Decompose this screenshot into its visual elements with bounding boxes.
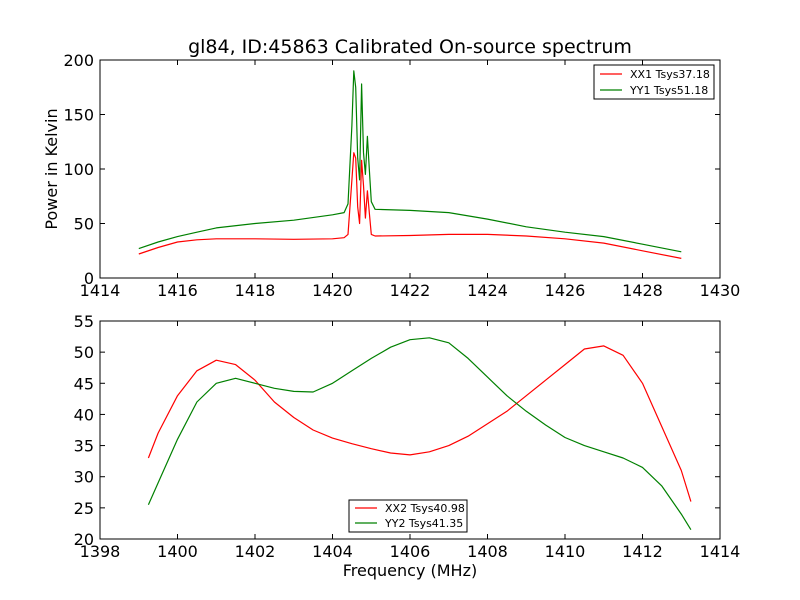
bottom-y-tick-label: 55 (74, 312, 94, 331)
top-plot-frame (99, 59, 721, 279)
bottom-x-tick-label: 1412 (622, 542, 663, 561)
bottom-y-tick-label: 45 (74, 374, 94, 393)
top-y-tick-label: 100 (63, 160, 94, 179)
bottom-series-lines (147, 337, 692, 531)
bottom-y-tick-label: 40 (74, 405, 94, 424)
bottom-panel: Frequency (MHz) 1398 1400 1402 1404 1406 1408… (74, 312, 741, 580)
top-x-tick-label: 1422 (390, 281, 431, 300)
top-legend: XX1 Tsys37.18 YY1 Tsys51.18 (593, 64, 715, 100)
bottom-legend-label-yy2: YY2 Tsys41.35 (384, 517, 463, 530)
top-y-tick-label: 150 (63, 106, 94, 125)
top-y-tick-label: 50 (74, 215, 94, 234)
bottom-x-axis-label: Frequency (MHz) (343, 561, 477, 580)
bottom-x-tick-label: 1404 (312, 542, 353, 561)
top-x-tick-label: 1420 (312, 281, 353, 300)
bottom-y-tick-label: 30 (74, 468, 94, 487)
top-x-tick-label: 1428 (622, 281, 663, 300)
bottom-legend-label-xx2: XX2 Tsys40.98 (385, 502, 465, 515)
top-panel: gl84, ID:45863 Calibrated On-source spec… (42, 36, 740, 300)
bottom-axis-ticks: 1398 1400 1402 1404 1406 1408 1410 1412 1414 20 25… (74, 312, 741, 561)
top-legend-label-xx1: XX1 Tsys37.18 (630, 68, 710, 81)
bottom-series-line-xx (147, 345, 692, 502)
top-y-tick-label: 200 (63, 51, 94, 70)
bottom-y-tick-label: 25 (74, 499, 94, 518)
bottom-legend: XX2 Tsys40.98 YY2 Tsys41.35 (348, 499, 468, 533)
bottom-series-line-yy (147, 337, 692, 531)
bottom-x-tick-label: 1406 (390, 542, 431, 561)
top-series-lines (138, 70, 682, 259)
top-y-axis-label: Power in Kelvin (42, 108, 61, 229)
top-x-tick-label: 1416 (157, 281, 198, 300)
top-series-line-yy (138, 70, 682, 253)
bottom-x-tick-label: 1408 (467, 542, 508, 561)
top-panel-title: gl84, ID:45863 Calibrated On-source spec… (188, 36, 632, 58)
top-legend-label-yy1: YY1 Tsys51.18 (629, 84, 708, 97)
top-x-tick-label: 1426 (545, 281, 586, 300)
bottom-legend-box (348, 499, 468, 533)
bottom-y-tick-label: 20 (74, 530, 94, 549)
bottom-x-tick-label: 1410 (545, 542, 586, 561)
top-x-tick-label: 1424 (467, 281, 508, 300)
top-series-line-xx (138, 152, 682, 259)
top-legend-box (593, 64, 715, 100)
bottom-x-tick-label: 1400 (157, 542, 198, 561)
bottom-x-tick-label: 1398 (80, 542, 121, 561)
top-y-tick-label: 0 (84, 269, 94, 288)
bottom-plot-frame (99, 320, 721, 540)
bottom-x-tick-label: 1414 (700, 542, 741, 561)
top-x-tick-label: 1414 (80, 281, 121, 300)
top-x-tick-label: 1418 (235, 281, 276, 300)
bottom-y-tick-label: 35 (74, 437, 94, 456)
top-axis-ticks: 1414 1416 1418 1420 1422 1424 1426 1428 1430 0 50 1… (63, 51, 740, 300)
top-x-tick-label: 1430 (700, 281, 741, 300)
bottom-x-tick-label: 1402 (235, 542, 276, 561)
bottom-y-tick-label: 50 (74, 343, 94, 362)
